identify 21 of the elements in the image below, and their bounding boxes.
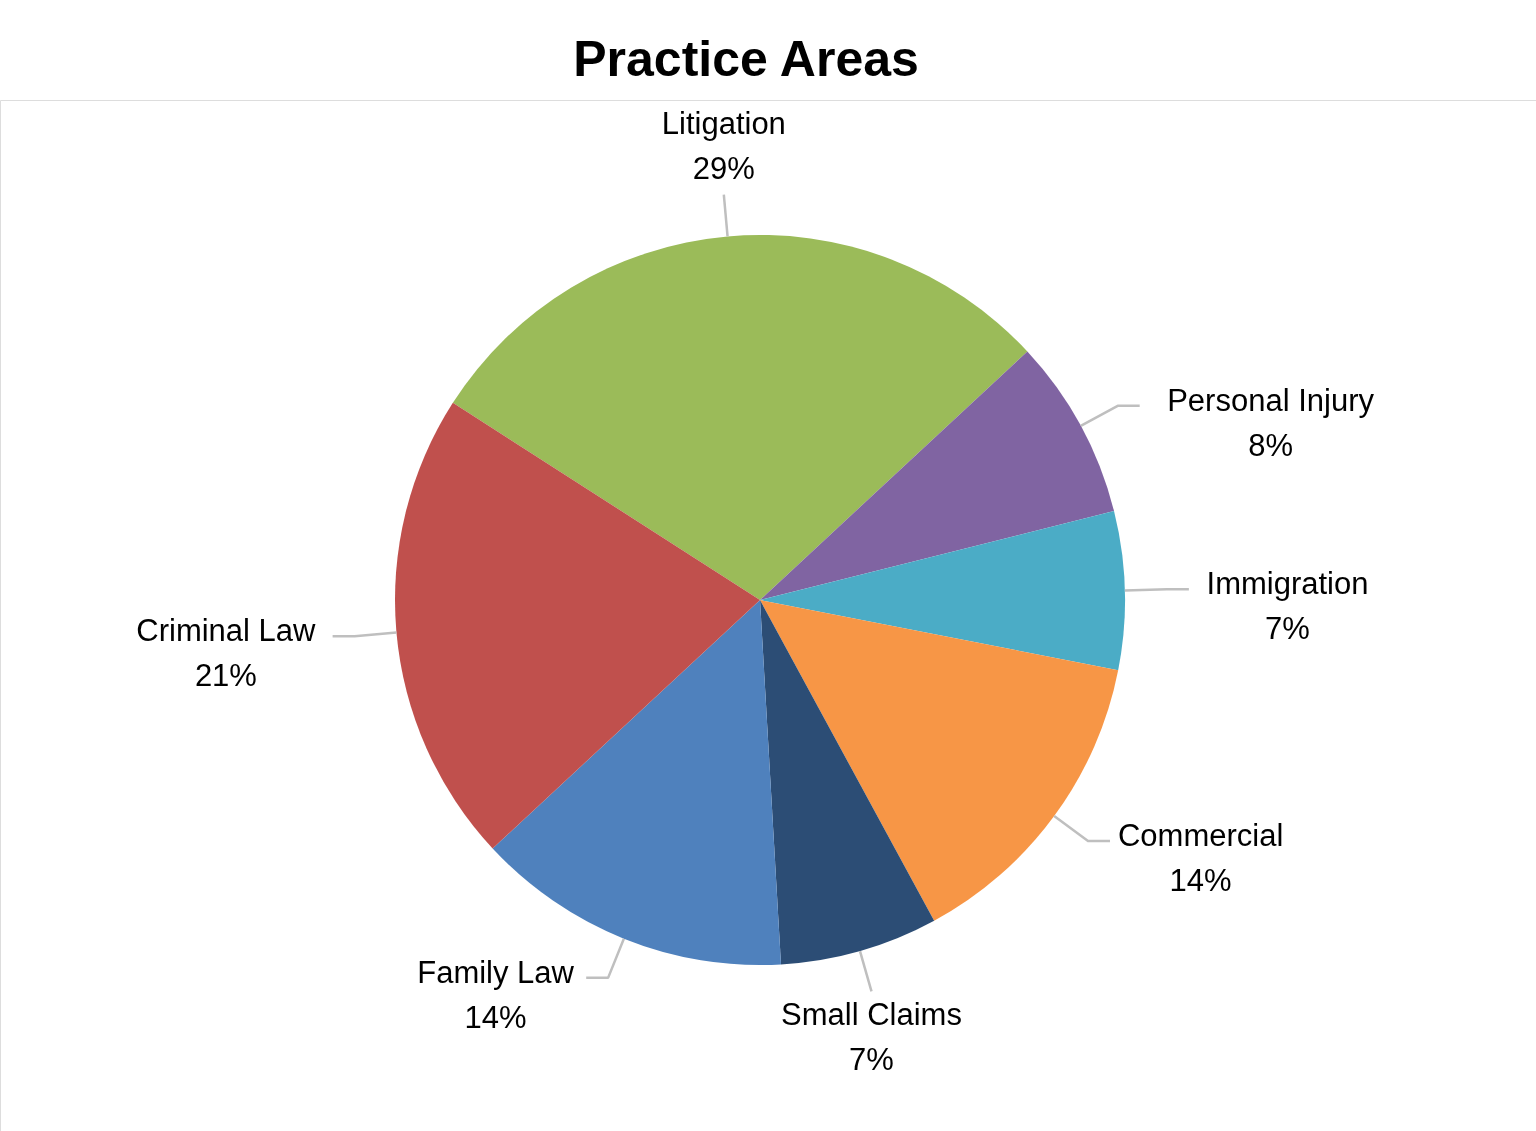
slice-label: Litigation [661,105,786,141]
data-label: 14% [1169,862,1232,898]
slice-label: Small Claims [781,997,962,1033]
slice-label: Immigration [1206,566,1369,602]
data-label: 14% [464,999,527,1035]
pie-slice [760,600,935,965]
pie-slice [760,511,1125,671]
pie-slice [395,402,760,849]
pie-slice [760,351,1114,600]
slice-label: Family Law [417,954,575,990]
chart-title: Practice Areas [573,31,919,87]
slice-label: Commercial [1117,817,1284,853]
data-label: 7% [1265,611,1310,647]
data-label: 21% [194,658,257,694]
data-label: 8% [1248,427,1293,463]
slice-label: Criminal Law [136,613,317,649]
data-label: 29% [692,150,755,186]
slice-label: Personal Injury [1167,382,1375,418]
pie-slice [760,600,1119,921]
pie-slice [452,235,1028,600]
data-label: 7% [849,1042,894,1078]
